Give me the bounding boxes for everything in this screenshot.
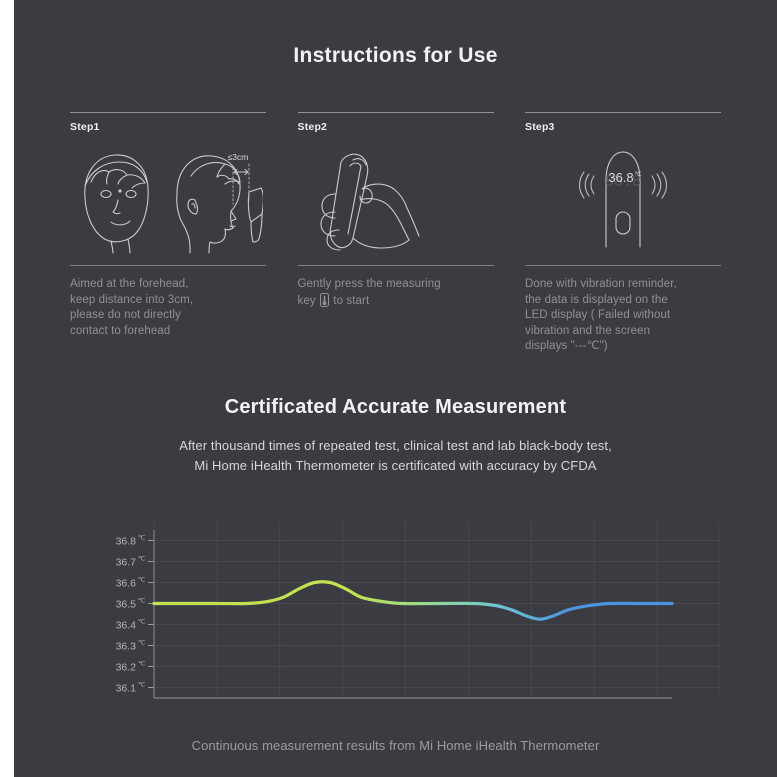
chart-data-line [152, 580, 674, 621]
step-label-2: Step2 [297, 121, 328, 133]
step-card-1: Step1 [70, 112, 266, 355]
thermometer-device-icon: 88.8 36.8 ℃ [525, 137, 721, 259]
forehead-measurement-icon: ≤3cm [70, 137, 266, 259]
svg-text:36.1: 36.1 [116, 683, 137, 695]
step3-line-2: the data is displayed on the [525, 293, 668, 306]
measurement-chart: 36.8 ℃ 36.7 ℃ 36.6 ℃ 36.5 ℃ 36.4 ℃ 36.3 ℃ 36.2 ℃ 36.1 ℃ [72, 520, 720, 720]
page-root: Instructions for Use Step1 [14, 0, 777, 777]
step3-line-3: LED display ( Failed without [525, 309, 671, 321]
svg-text:℃: ℃ [138, 682, 146, 689]
svg-text:36.8: 36.8 [116, 536, 137, 548]
step3-line-4: vibration and the screen [525, 324, 651, 337]
svg-text:36.4: 36.4 [116, 620, 137, 632]
chart-gridlines [153, 522, 720, 698]
page-title: Instructions for Use [293, 44, 498, 67]
step-label-1: Step1 [70, 121, 100, 133]
svg-text:℃: ℃ [138, 577, 146, 584]
display-ghost: 88.8 [605, 172, 641, 190]
divider-bottom-2 [297, 265, 494, 266]
chart-y-ticks [148, 540, 154, 688]
step-card-2: Step2 [297, 112, 494, 355]
step-description-2: Gently press the measuring key to start [298, 277, 494, 312]
step3-line-5: displays "---℃") [525, 340, 608, 352]
step1-line-2: keep distance into 3cm, [70, 293, 194, 306]
svg-text:36.7: 36.7 [116, 557, 137, 569]
divider-top-3 [525, 112, 721, 113]
display-unit: ℃ [635, 172, 642, 178]
hand-holding-thermometer-icon [298, 137, 494, 259]
svg-text:℃: ℃ [138, 661, 146, 668]
svg-text:℃: ℃ [138, 535, 146, 542]
svg-text:℃: ℃ [138, 598, 146, 605]
chart-caption: Continuous measurement results from Mi H… [191, 738, 600, 753]
step2-start-word: to start [333, 294, 370, 307]
svg-text:℃: ℃ [138, 619, 146, 626]
thermometer-key-icon [320, 292, 332, 310]
chart-y-labels: 36.8 ℃36.7 ℃36.6 ℃36.5 ℃36.4 ℃36.3 ℃36.2 ℃36.1 ℃ [116, 535, 146, 695]
steps-container: Step1 [14, 112, 777, 355]
svg-text:36.3: 36.3 [116, 641, 137, 653]
divider-bottom-1 [70, 265, 266, 266]
step-description-1: Aimed at the forehead, keep distance int… [70, 277, 266, 339]
section2-title: Certificated Accurate Measurement [224, 396, 567, 418]
step2-line-2: key to start [297, 292, 494, 313]
step2-line-1: Gently press the measuring [297, 278, 441, 290]
step1-line-4: contact to forehead [70, 324, 171, 337]
distance-note: ≤3cm [228, 152, 249, 162]
step-card-3: Step3 [525, 112, 721, 355]
step2-key-word: key [297, 294, 316, 307]
step3-line-1: Done with vibration reminder, [525, 278, 677, 290]
step1-line-3: please do not directly [70, 309, 181, 321]
step-description-3: Done with vibration reminder, the data i… [525, 277, 721, 355]
section2-subtitle-line-1: After thousand times of repeated test, c… [179, 438, 612, 453]
display-reading: 36.8 [608, 170, 633, 185]
svg-text:36.2: 36.2 [116, 662, 137, 674]
step-label-3: Step3 [525, 121, 555, 133]
divider-bottom-3 [525, 265, 721, 266]
divider-top-1 [70, 112, 266, 113]
divider-top-2 [297, 112, 494, 113]
svg-text:℃: ℃ [138, 640, 146, 647]
section2-subtitle-line-2: Mi Home iHealth Thermometer is certifica… [194, 458, 597, 473]
section2-subtitle: After thousand times of repeated test, c… [14, 436, 777, 476]
svg-text:36.6: 36.6 [116, 578, 137, 590]
svg-text:℃: ℃ [138, 556, 146, 563]
step1-line-1: Aimed at the forehead, [70, 278, 189, 290]
svg-text:36.5: 36.5 [116, 599, 137, 611]
